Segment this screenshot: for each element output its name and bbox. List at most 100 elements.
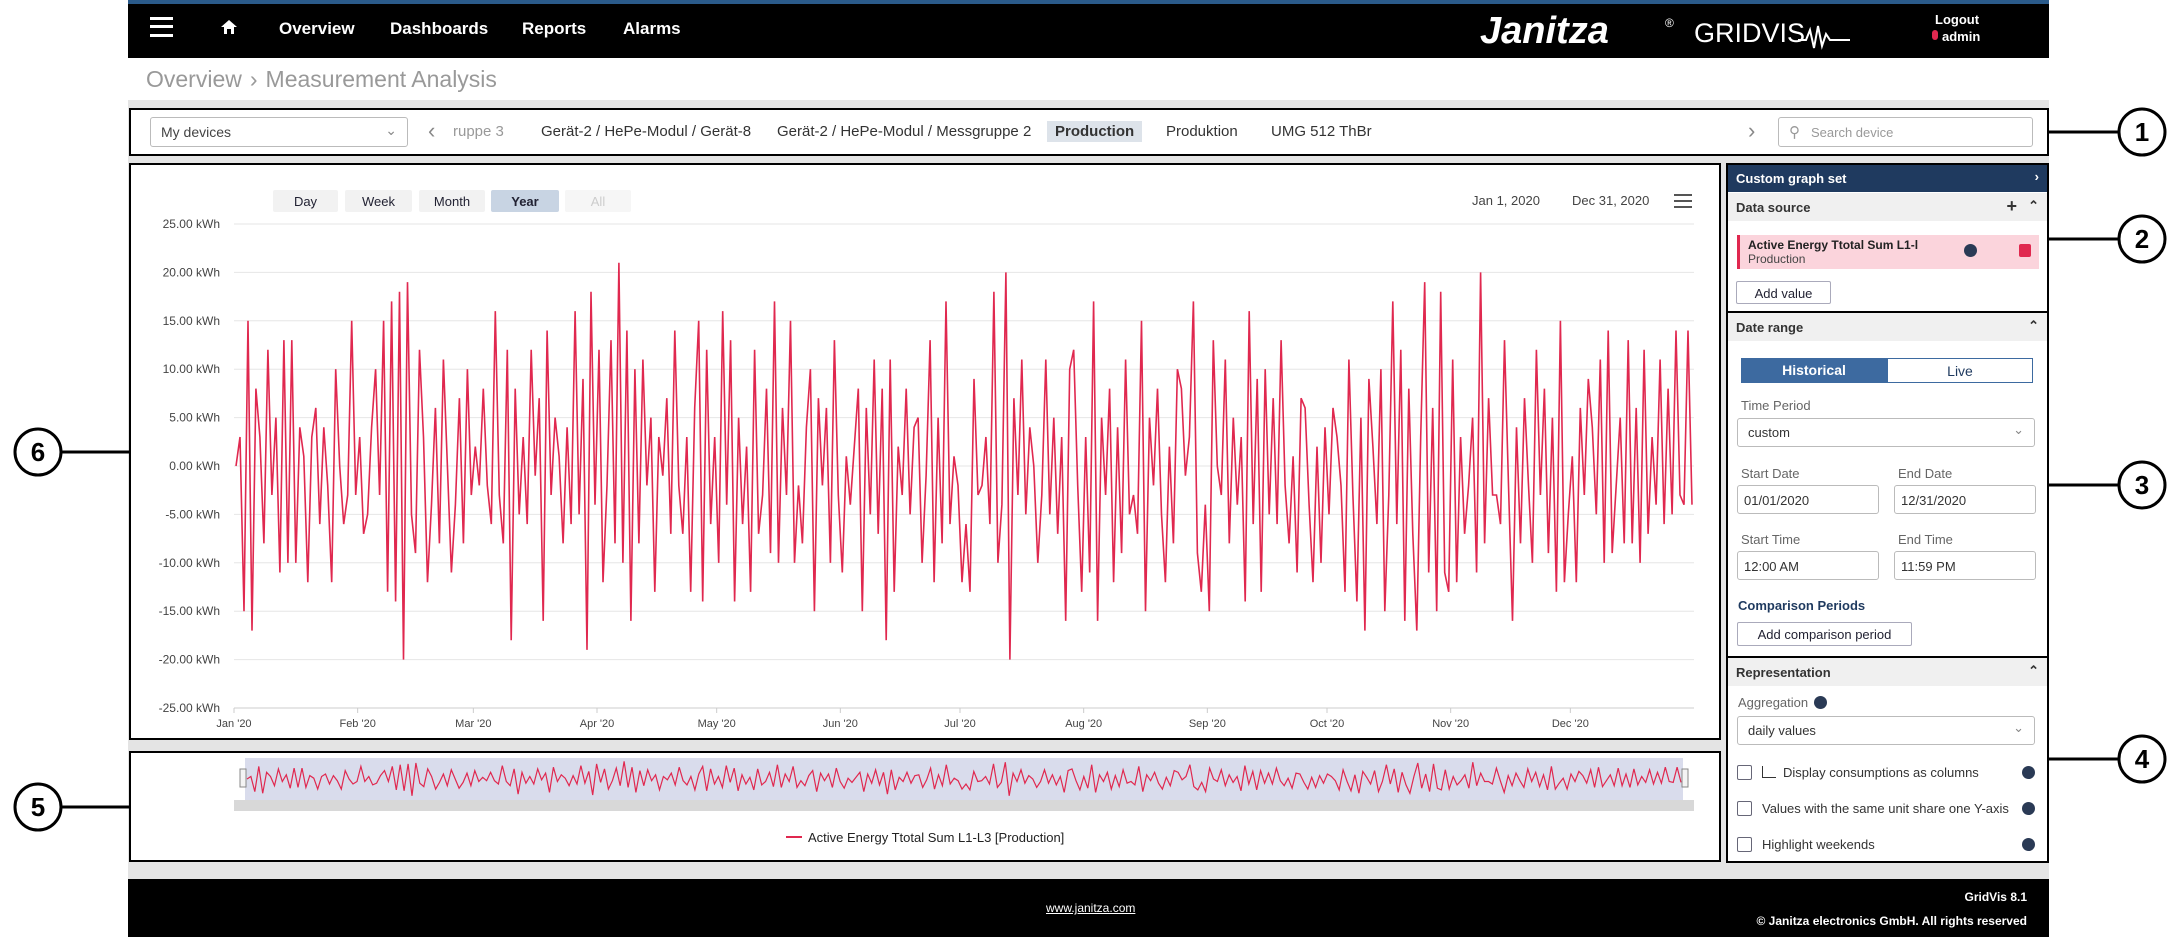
end-date-input[interactable]: 12/31/2020 <box>1894 485 2036 514</box>
user-icon <box>1932 30 1938 40</box>
device-search[interactable]: ⚲ Search device <box>1778 117 2033 147</box>
section-title: Representation <box>1736 665 1831 680</box>
end-time-input[interactable]: 11:59 PM <box>1894 551 2036 580</box>
columns-icon <box>1762 766 1776 778</box>
nav-item[interactable]: Alarms <box>623 19 681 38</box>
checkbox[interactable] <box>1737 765 1752 780</box>
input-text: 12:00 AM <box>1744 559 1799 574</box>
device-tab[interactable]: Production <box>1047 121 1143 142</box>
callout-number: 4 <box>2135 744 2150 774</box>
start-date-input[interactable]: 01/01/2020 <box>1737 485 1879 514</box>
chart-panel <box>129 163 1721 740</box>
nav-item[interactable]: Dashboards <box>390 19 489 38</box>
date-from[interactable]: Jan 1, 2020 <box>1472 193 1540 208</box>
callout-circle <box>13 427 63 477</box>
breadcrumb-bar <box>128 58 2049 100</box>
section-header[interactable]: Date range ⌃ <box>1728 313 2047 341</box>
device-tab[interactable]: ruppe 3 <box>453 123 504 140</box>
data-source-item[interactable]: Active Energy Ttotal Sum L1-l Production <box>1737 235 2039 269</box>
footer-copyright: © Janitza electronics GmbH. All rights r… <box>1756 914 2028 928</box>
product: GRIDVIS <box>1694 18 1806 48</box>
crumb[interactable]: Overview <box>146 66 242 92</box>
device-tab[interactable]: UMG 512 ThBr <box>1271 123 1372 140</box>
callout-number: 5 <box>31 792 45 822</box>
field-label: Start Time <box>1741 532 1801 547</box>
field-label: End Time <box>1898 532 1953 547</box>
comparison-title: Comparison Periods <box>1738 598 1866 613</box>
callout-circle <box>2117 460 2167 510</box>
checkbox[interactable] <box>1737 837 1752 852</box>
search-placeholder: Search device <box>1811 125 1894 140</box>
option-label: Values with the same unit share one Y-ax… <box>1762 801 2009 816</box>
callout-number: 6 <box>31 437 45 467</box>
field-label: Aggregation <box>1738 695 1809 710</box>
nav-item[interactable]: Reports <box>522 19 587 38</box>
info-icon[interactable] <box>1814 696 1827 709</box>
device-tab[interactable]: Gerät-2 / HePe-Modul / Gerät-8 <box>541 123 752 140</box>
range-button[interactable]: Day <box>273 190 338 212</box>
callout-number: 2 <box>2135 224 2149 254</box>
crumb: Measurement Analysis <box>265 66 497 92</box>
device-tab[interactable]: Produktion <box>1166 123 1238 140</box>
device-select[interactable]: My devices ⌄ <box>150 117 408 147</box>
menu-icon[interactable] <box>150 17 173 37</box>
chart-menu[interactable] <box>1674 194 1692 208</box>
device-tab[interactable]: Gerät-2 / HePe-Modul / Messgruppe 2 <box>777 123 1032 140</box>
range-button: All <box>565 190 631 212</box>
info-icon[interactable] <box>2022 802 2035 815</box>
add-comparison[interactable]: Add comparison period <box>1737 622 1912 646</box>
footer-version: GridVis 8.1 <box>1964 890 2027 904</box>
tabs-next[interactable]: › <box>1748 118 1756 143</box>
divider <box>1728 656 2047 658</box>
time-period-select[interactable]: custom ⌄ <box>1737 418 2035 447</box>
toggle-live[interactable]: Live <box>1887 358 2033 383</box>
input-text: 12/31/2020 <box>1901 493 1967 508</box>
callout-circle <box>2117 734 2167 784</box>
item-sub: Production <box>1748 252 1806 266</box>
divider <box>1728 311 2047 313</box>
user: admin <box>1942 29 1981 44</box>
section-title: Date range <box>1736 320 1804 335</box>
add-value[interactable]: Add value <box>1736 281 1831 304</box>
option-label: Display consumptions as columns <box>1783 765 1979 780</box>
home-icon[interactable] <box>220 19 238 35</box>
navbar <box>128 4 2049 58</box>
field-label: Start Date <box>1741 466 1800 481</box>
info-icon[interactable] <box>2022 766 2035 779</box>
input-text: 01/01/2020 <box>1744 493 1810 508</box>
aggregation-select[interactable]: daily values ⌄ <box>1737 716 2035 745</box>
start-time-input[interactable]: 12:00 AM <box>1737 551 1879 580</box>
footer-link[interactable]: www.janitza.com <box>1046 901 1136 915</box>
toggle-historical[interactable]: Historical <box>1741 358 1887 383</box>
nav-item[interactable]: Overview <box>279 19 355 38</box>
section-header[interactable]: Representation ⌃ <box>1728 658 2047 686</box>
section-title: Data source <box>1736 200 1811 215</box>
section-header[interactable]: Data source + ⌃ <box>1728 193 2047 221</box>
logout[interactable]: Logout <box>1935 12 1980 27</box>
select-text: My devices <box>161 124 232 140</box>
range-button[interactable]: Week <box>345 190 412 212</box>
side-title-text: Custom graph set <box>1736 171 1847 186</box>
info-icon[interactable] <box>2022 838 2035 851</box>
field-label: Time Period <box>1741 398 1811 413</box>
footer <box>128 879 2049 937</box>
field-label: End Date <box>1898 466 1953 481</box>
callout-circle <box>2117 214 2167 264</box>
accent-bar <box>128 0 2049 4</box>
callout-number: 3 <box>2135 470 2149 500</box>
range-button[interactable]: Year <box>491 190 559 212</box>
item-title: Active Energy Ttotal Sum L1-l <box>1748 238 1919 252</box>
side-title[interactable]: Custom graph set › <box>1728 165 2047 192</box>
tabs-prev[interactable]: ‹ <box>428 118 436 143</box>
callout-number: 1 <box>2135 117 2149 147</box>
option-label: Highlight weekends <box>1762 837 1875 852</box>
callout-circle <box>2117 107 2167 157</box>
checkbox[interactable] <box>1737 801 1752 816</box>
date-to[interactable]: Dec 31, 2020 <box>1572 193 1650 208</box>
range-button[interactable]: Month <box>419 190 485 212</box>
breadcrumb: Overview › Measurement Analysis <box>146 66 497 92</box>
input-text: 11:59 PM <box>1901 559 1956 574</box>
navigator-panel <box>129 751 1721 862</box>
callout-circle <box>13 782 63 832</box>
